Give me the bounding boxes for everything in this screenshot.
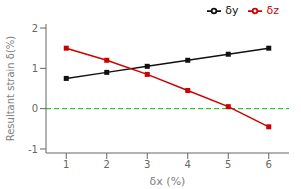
svg-text:-1: -1 bbox=[28, 144, 38, 155]
html-text:δy: δy bbox=[225, 4, 239, 17]
svg-text:6: 6 bbox=[266, 159, 272, 170]
svg-text:5: 5 bbox=[225, 159, 231, 170]
html-text:δz: δz bbox=[266, 4, 279, 17]
svg-text:3: 3 bbox=[144, 159, 150, 170]
svg-text:2: 2 bbox=[32, 23, 38, 34]
svg-text:δx (%): δx (%) bbox=[150, 175, 186, 188]
svg-text:4: 4 bbox=[185, 159, 191, 170]
svg-text:1: 1 bbox=[63, 159, 69, 170]
svg-text:1: 1 bbox=[32, 63, 38, 74]
svg-text:Resultant strain δ(%): Resultant strain δ(%) bbox=[8, 36, 16, 142]
svg-text:2: 2 bbox=[104, 159, 110, 170]
svg-text:0: 0 bbox=[32, 103, 38, 114]
